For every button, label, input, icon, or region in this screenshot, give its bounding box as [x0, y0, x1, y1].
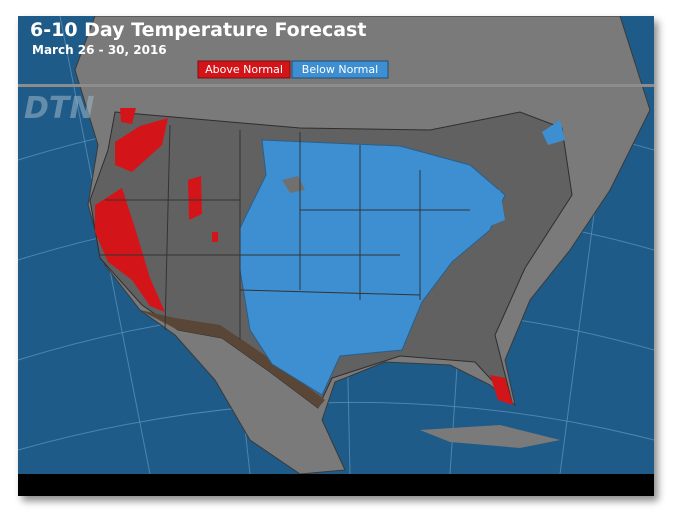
legend-label: Above Normal: [205, 63, 283, 76]
divider: [18, 84, 654, 87]
border-shade: [140, 310, 325, 408]
above-normal-area: [115, 118, 168, 172]
above-normal-area: [212, 232, 218, 242]
cuba: [420, 425, 560, 448]
above-normal-areas: [95, 108, 513, 405]
state-borders: [100, 124, 470, 340]
legend-label: Below Normal: [302, 63, 378, 76]
above-normal-area: [95, 188, 165, 312]
legend-swatch: [291, 60, 389, 79]
title: 6-10 Day Temperature Forecast: [30, 19, 366, 41]
below-normal-area: [542, 120, 565, 145]
watermark: DTN: [24, 91, 94, 126]
below-normal-area: [470, 190, 505, 228]
subtitle: March 26 - 30, 2016: [32, 43, 167, 57]
footer-bar: [18, 474, 654, 496]
above-normal-area: [120, 108, 136, 124]
legend-swatch: [197, 60, 291, 79]
us-region: [282, 176, 305, 193]
above-normal-area: [490, 375, 513, 405]
above-normal-area: [188, 176, 202, 220]
map: DTN 6-10 Day Temperature Forecast March …: [18, 16, 654, 474]
